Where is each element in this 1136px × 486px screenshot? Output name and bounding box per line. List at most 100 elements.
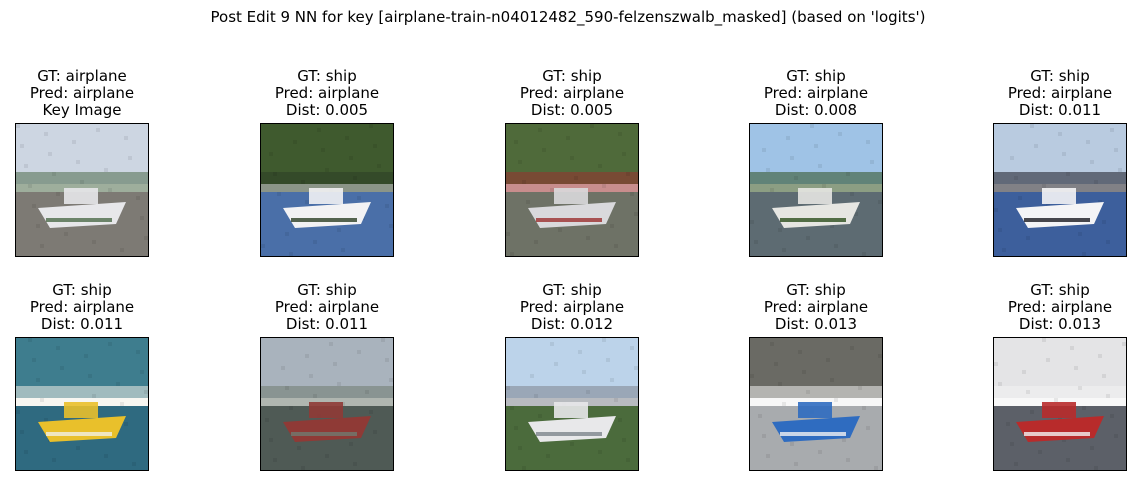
- panel-title-extra: Dist: 0.005: [285, 101, 369, 119]
- harbor-barge-image: [260, 337, 394, 471]
- fishing-boat-image: [749, 123, 883, 257]
- thumbnail-graphic: [506, 338, 638, 470]
- shore-band: [16, 386, 148, 408]
- vessel-cabin: [1042, 402, 1076, 418]
- vessel-cabin: [554, 188, 588, 204]
- thumbnail-graphic: [750, 124, 882, 256]
- panel-title-gt: GT: ship: [542, 281, 602, 299]
- vessel-cabin: [798, 188, 832, 204]
- panel: GT: ship Pred: airplane Dist: 0.011: [247, 277, 407, 333]
- panel-title-pred: Pred: airplane: [1007, 84, 1113, 102]
- panel: GT: ship Pred: airplane Dist: 0.012: [492, 277, 652, 333]
- panel-title-pred: Pred: airplane: [763, 298, 869, 316]
- vessel-stripe: [1024, 432, 1090, 436]
- panel-title: GT: ship Pred: airplane Dist: 0.012: [492, 282, 652, 333]
- panel-title-gt: GT: ship: [786, 67, 846, 85]
- vessel-stripe: [46, 218, 112, 222]
- shore-band: [750, 172, 882, 194]
- panel-title-extra: Dist: 0.008: [774, 101, 858, 119]
- thumbnail-graphic: [994, 338, 1126, 470]
- patrol-boat-image: [749, 337, 883, 471]
- shore-band: [506, 172, 638, 194]
- panel-title-pred: Pred: airplane: [519, 84, 625, 102]
- shore-band: [506, 386, 638, 408]
- panel-title-pred: Pred: airplane: [29, 84, 135, 102]
- vessel-cabin: [309, 402, 343, 418]
- thumbnail-graphic: [994, 124, 1126, 256]
- vessel-stripe: [291, 218, 357, 222]
- panel-title-extra: Dist: 0.011: [1018, 101, 1102, 119]
- panel: GT: ship Pred: airplane Dist: 0.011: [980, 63, 1136, 119]
- panel-title: GT: ship Pred: airplane Dist: 0.011: [247, 282, 407, 333]
- panel: GT: ship Pred: airplane Dist: 0.013: [736, 277, 896, 333]
- panel-title-gt: GT: ship: [1030, 281, 1090, 299]
- panel: GT: airplane Pred: airplane Key Image: [2, 63, 162, 119]
- vessel-cabin: [64, 402, 98, 418]
- panel-title: GT: airplane Pred: airplane Key Image: [2, 68, 162, 119]
- panel-title-pred: Pred: airplane: [29, 298, 135, 316]
- shore-band: [994, 386, 1126, 408]
- vessel-stripe: [1024, 218, 1090, 222]
- panel-title-extra: Dist: 0.013: [774, 315, 858, 333]
- panel-title-pred: Pred: airplane: [763, 84, 869, 102]
- panel-title-extra: Dist: 0.005: [530, 101, 614, 119]
- racing-boat-image: [993, 123, 1127, 257]
- thumbnail-graphic: [506, 124, 638, 256]
- vessel-stripe: [536, 432, 602, 436]
- sailboat-dock-image: [505, 123, 639, 257]
- thumbnail-graphic: [261, 338, 393, 470]
- panel-title-pred: Pred: airplane: [274, 84, 380, 102]
- pontoon-boat-image: [15, 337, 149, 471]
- panel-title-gt: GT: ship: [786, 281, 846, 299]
- vessel-cabin: [309, 188, 343, 204]
- thumbnail-graphic: [261, 124, 393, 256]
- panel-title-extra: Dist: 0.012: [530, 315, 614, 333]
- fireboat-image: [993, 337, 1127, 471]
- panel-title-gt: GT: ship: [52, 281, 112, 299]
- thumbnail-graphic: [16, 124, 148, 256]
- vessel-stripe: [780, 218, 846, 222]
- panel-title-extra: Dist: 0.011: [40, 315, 124, 333]
- vessel-cabin: [1042, 188, 1076, 204]
- shore-band: [16, 172, 148, 194]
- panel-title: GT: ship Pred: airplane Dist: 0.008: [736, 68, 896, 119]
- airfield-scene-image: [15, 123, 149, 257]
- vessel-stripe: [780, 432, 846, 436]
- thumbnail-graphic: [750, 338, 882, 470]
- panel-title: GT: ship Pred: airplane Dist: 0.013: [736, 282, 896, 333]
- shore-band: [750, 386, 882, 408]
- vessel-stripe: [536, 218, 602, 222]
- panel-title-pred: Pred: airplane: [1007, 298, 1113, 316]
- panel-title: GT: ship Pred: airplane Dist: 0.005: [247, 68, 407, 119]
- panel: GT: ship Pred: airplane Dist: 0.011: [2, 277, 162, 333]
- panel-title-gt: GT: ship: [542, 67, 602, 85]
- vessel-stripe: [46, 432, 112, 436]
- city-ferry-image: [505, 337, 639, 471]
- panel-title: GT: ship Pred: airplane Dist: 0.011: [2, 282, 162, 333]
- panel-title-extra: Dist: 0.011: [285, 315, 369, 333]
- panel: GT: ship Pred: airplane Dist: 0.005: [247, 63, 407, 119]
- panel-title-gt: GT: ship: [297, 281, 357, 299]
- panel-title-pred: Pred: airplane: [519, 298, 625, 316]
- panel: GT: ship Pred: airplane Dist: 0.008: [736, 63, 896, 119]
- shore-band: [994, 172, 1126, 194]
- panel-title: GT: ship Pred: airplane Dist: 0.013: [980, 282, 1136, 333]
- panel-title: GT: ship Pred: airplane Dist: 0.011: [980, 68, 1136, 119]
- panel-title-gt: GT: ship: [297, 67, 357, 85]
- shore-band: [261, 172, 393, 194]
- panel-title: GT: ship Pred: airplane Dist: 0.005: [492, 68, 652, 119]
- panel-title-pred: Pred: airplane: [274, 298, 380, 316]
- vessel-stripe: [291, 432, 357, 436]
- panel: GT: ship Pred: airplane Dist: 0.005: [492, 63, 652, 119]
- vessel-cabin: [64, 188, 98, 204]
- panel-title-extra: Dist: 0.013: [1018, 315, 1102, 333]
- thumbnail-graphic: [16, 338, 148, 470]
- shore-band: [261, 386, 393, 408]
- panel: GT: ship Pred: airplane Dist: 0.013: [980, 277, 1136, 333]
- panel-title-extra: Key Image: [42, 101, 122, 119]
- panel-title-gt: GT: ship: [1030, 67, 1090, 85]
- figure-title: Post Edit 9 NN for key [airplane-train-n…: [210, 8, 926, 26]
- vessel-cabin: [798, 402, 832, 418]
- vessel-cabin: [554, 402, 588, 418]
- panel-title-gt: GT: airplane: [37, 67, 127, 85]
